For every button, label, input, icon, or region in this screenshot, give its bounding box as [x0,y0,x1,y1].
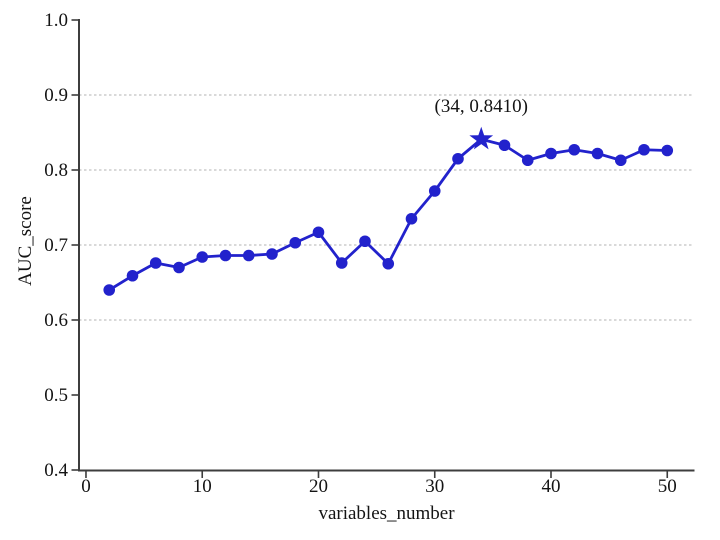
best-point-star-marker [469,126,494,150]
data-point-marker [452,152,464,165]
data-point-marker [196,251,209,263]
y-tick-label: 0.9 [44,85,68,106]
data-point-marker [591,147,604,160]
data-point-marker [545,147,557,160]
data-point-marker [335,257,348,269]
y-tick-label: 0.6 [44,310,68,331]
data-point-marker [266,248,278,260]
data-point-marker [428,185,441,197]
data-point-marker [521,154,534,167]
x-tick-label: 0 [81,476,91,497]
x-axis-label: variables_number [318,503,455,524]
data-point-marker [219,249,232,262]
data-point-marker [103,284,116,296]
data-point-marker [614,154,627,167]
data-point-marker [242,249,255,262]
data-point-marker [312,226,325,239]
data-point-marker [568,143,581,156]
data-point-marker [126,269,139,282]
y-axis-label: AUC_score [15,196,36,286]
y-tick-label: 0.4 [44,460,68,481]
data-point-marker [149,257,162,269]
data-point-marker [382,257,395,270]
x-tick-label: 20 [309,476,328,497]
data-point-marker [173,261,185,274]
x-tick-label: 50 [658,476,677,497]
x-tick-label: 40 [542,476,561,497]
best-point-annotation: (34, 0.8410) [434,96,528,118]
x-tick-label: 10 [193,476,212,497]
data-point-marker [359,235,371,248]
y-tick-label: 0.7 [44,235,68,256]
y-tick-label: 0.8 [44,160,68,181]
data-point-marker [405,212,418,225]
y-tick-label: 1.0 [44,10,68,31]
data-point-marker [498,139,511,152]
y-tick-label: 0.5 [44,385,68,406]
data-point-marker [289,236,302,249]
x-tick-label: 30 [425,476,444,497]
data-point-marker [638,143,650,156]
data-point-marker [661,144,674,157]
